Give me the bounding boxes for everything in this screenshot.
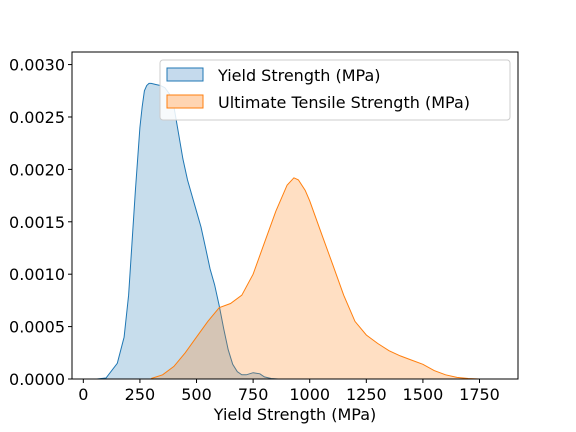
- x-tick-label: 750: [238, 385, 269, 404]
- x-axis-title: Yield Strength (MPa): [213, 405, 377, 424]
- density-line-uts: [151, 177, 480, 379]
- legend-label-uts: Ultimate Tensile Strength (MPa): [218, 93, 470, 112]
- y-tick-label: 0.0030: [9, 56, 65, 75]
- x-tick-label: 0: [78, 385, 88, 404]
- y-tick-label: 0.0025: [9, 108, 65, 127]
- legend-swatch-uts: [166, 94, 204, 109]
- y-tick-label: 0.0020: [9, 160, 65, 179]
- x-axis: 0 250 500 750 1000 1250 1500 1750: [78, 379, 500, 404]
- legend-box: [159, 59, 511, 121]
- density-line-yield: [96, 82, 279, 379]
- y-tick-label: 0.0015: [9, 213, 65, 232]
- y-tick-label: 0.0000: [9, 370, 65, 389]
- x-tick-label: 1000: [289, 385, 330, 404]
- y-tick-label: 0.0005: [9, 318, 65, 337]
- x-tick-label: 500: [181, 385, 212, 404]
- legend: Yield Strength (MPa) Ultimate Tensile St…: [159, 59, 511, 121]
- legend-label-yield: Yield Strength (MPa): [217, 66, 381, 85]
- x-tick-label: 1750: [459, 385, 500, 404]
- x-tick-label: 250: [125, 385, 156, 404]
- y-tick-label: 0.0010: [9, 265, 65, 284]
- plot-frame: [71, 51, 519, 380]
- density-area-yield: [96, 83, 278, 379]
- density-area-uts: [151, 177, 480, 379]
- legend-swatch-yield: [166, 67, 204, 82]
- x-tick-label: 1500: [403, 385, 444, 404]
- y-axis: 0.0000 0.0005 0.0010 0.0015 0.0020 0.0025 0.00…: [9, 56, 72, 389]
- x-tick-label: 1250: [346, 385, 387, 404]
- density-areas: [96, 82, 480, 379]
